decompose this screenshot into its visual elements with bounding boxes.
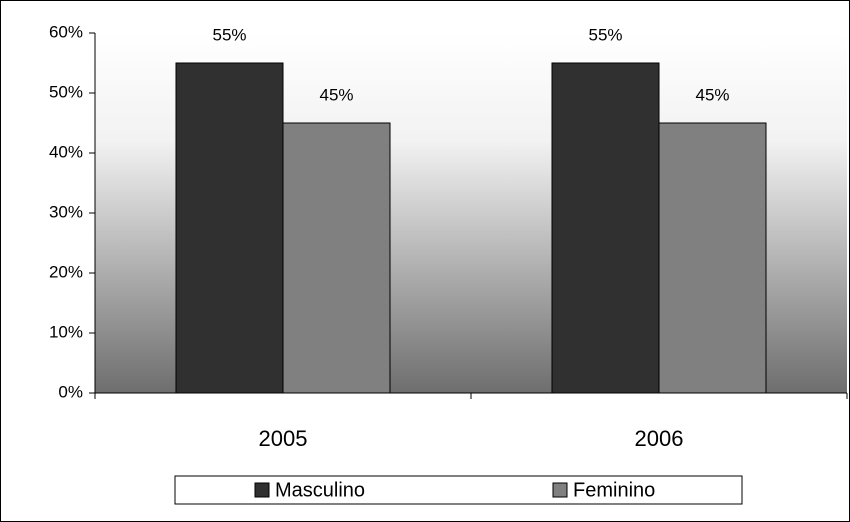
legend-label: Feminino [573, 479, 655, 501]
value-label: 55% [212, 25, 246, 44]
x-tick-label: 2006 [635, 426, 684, 451]
bar [551, 62, 660, 394]
value-label: 45% [695, 85, 729, 104]
y-tick-label: 60% [49, 22, 83, 41]
bar [175, 62, 284, 394]
legend-swatch [552, 482, 568, 498]
y-tick-label: 40% [49, 142, 83, 161]
value-label: 55% [588, 25, 622, 44]
legend-label: Masculino [275, 479, 365, 501]
y-tick-label: 30% [49, 202, 83, 221]
value-label: 45% [319, 85, 353, 104]
bar [282, 122, 391, 394]
legend-swatch [254, 482, 270, 498]
y-tick-label: 0% [58, 382, 83, 401]
y-tick-label: 50% [49, 82, 83, 101]
y-tick-label: 10% [49, 322, 83, 341]
y-tick-label: 20% [49, 262, 83, 281]
bar [658, 122, 767, 394]
x-tick-label: 2005 [259, 426, 308, 451]
